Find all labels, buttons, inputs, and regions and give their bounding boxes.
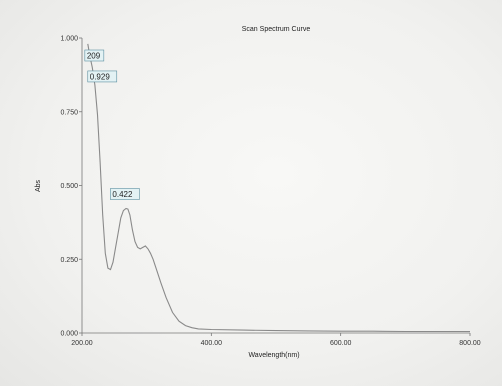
y-axis-title: Abs (35, 179, 42, 192)
y-tick-label: 0.250 (60, 257, 78, 264)
annotation-box (110, 188, 140, 200)
annotation-label: 0.422 (112, 190, 133, 199)
x-tick-label: 400.00 (201, 340, 223, 347)
x-tick-label: 200.00 (71, 340, 93, 347)
y-tick-label: 0.000 (60, 331, 78, 338)
x-axis-title: Wavelength(nm) (248, 352, 299, 359)
annotation-box (87, 70, 118, 83)
spectrum-line (87, 43, 470, 333)
y-tick-label: 1.000 (60, 36, 78, 43)
annotation-box (84, 49, 105, 62)
annotation-label: 0.929 (90, 72, 111, 81)
x-tick-label: 800.00 (459, 340, 481, 347)
y-tick-label: 0.500 (60, 183, 78, 190)
chart-title: Scan Spectrum Curve (242, 26, 311, 33)
x-tick-label: 600.00 (330, 340, 352, 347)
y-tick-label: 0.750 (60, 109, 78, 116)
annotation-label: 209 (87, 52, 101, 61)
